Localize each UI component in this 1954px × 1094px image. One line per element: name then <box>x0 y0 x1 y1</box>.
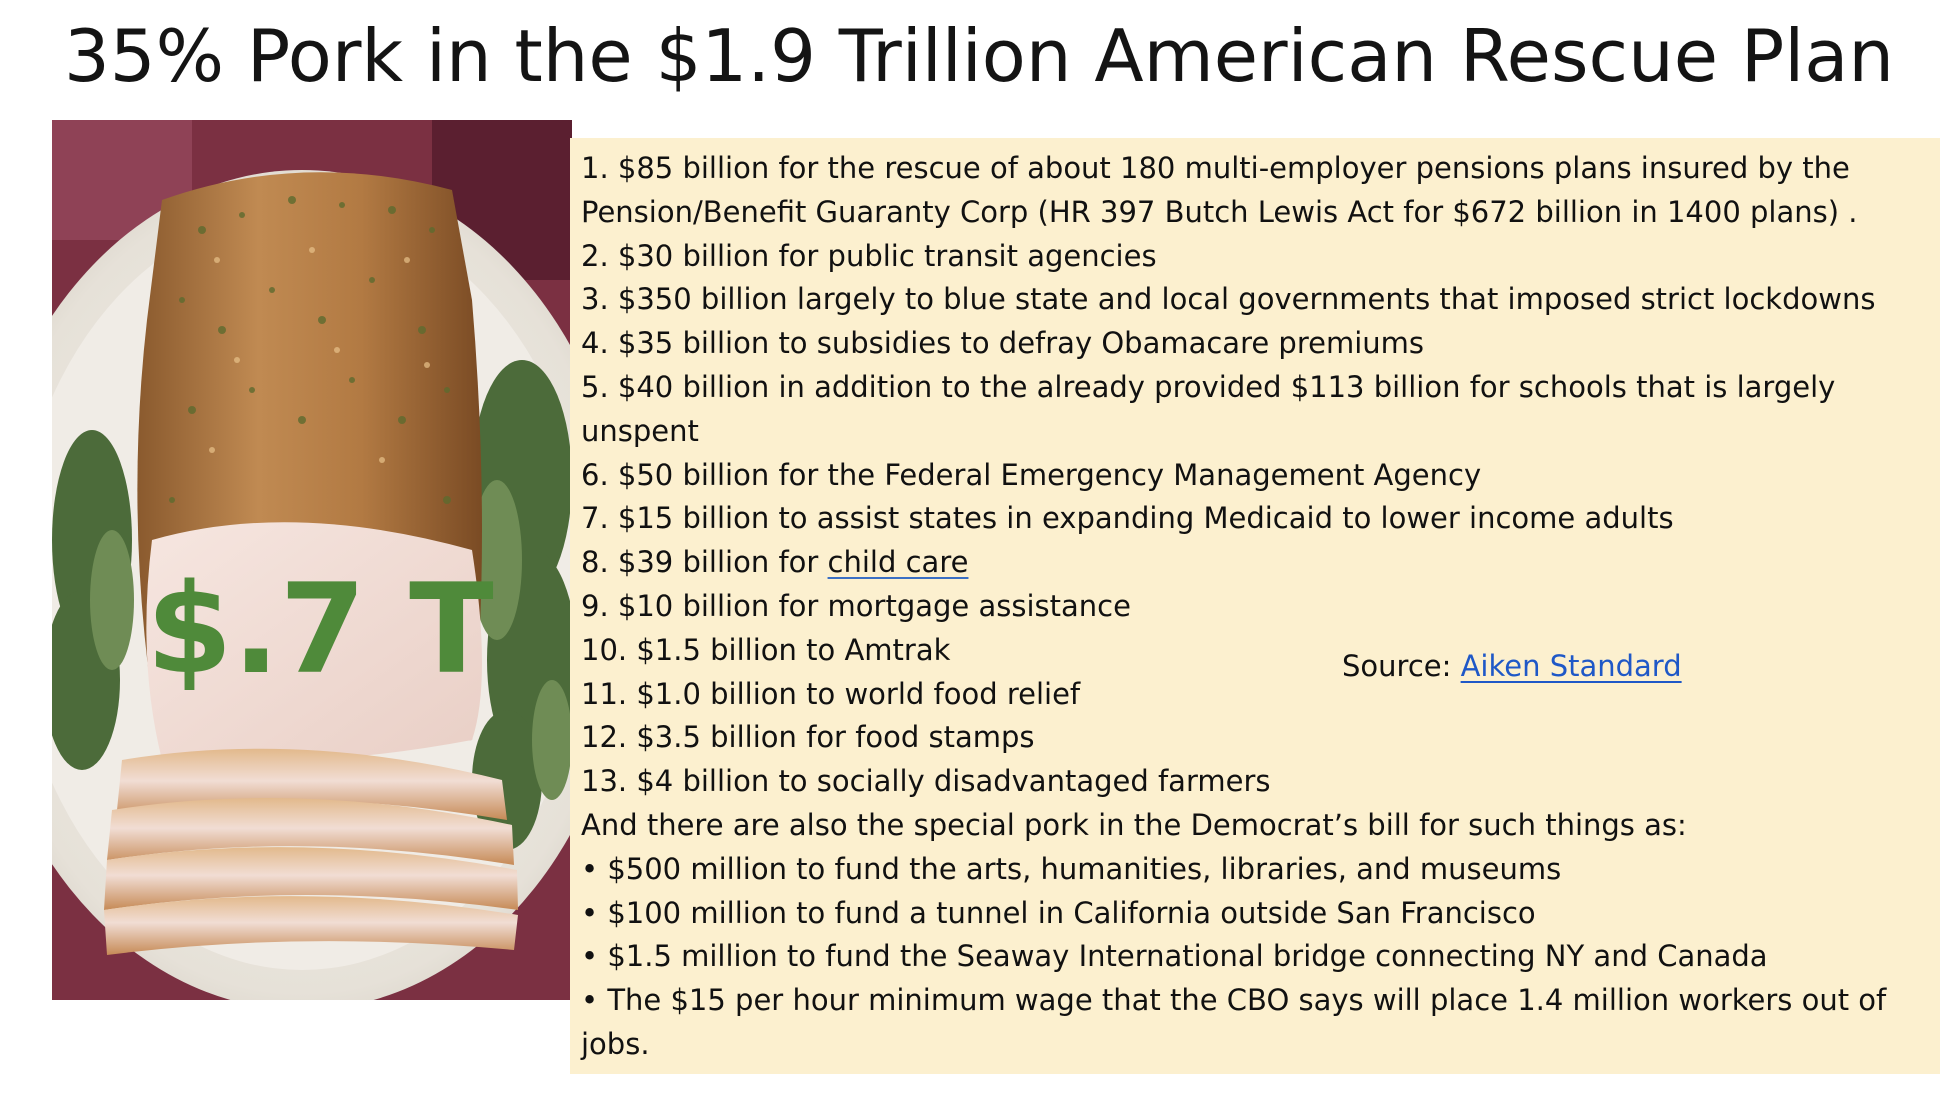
slide-title: 35% Pork in the $1.9 Trillion American R… <box>64 14 1895 98</box>
list-item: 7. $15 billion to assist states in expan… <box>581 501 1674 536</box>
pork-roast-illustration <box>52 120 572 1000</box>
list-item: 4. $35 billion to subsidies to defray Ob… <box>581 326 1424 361</box>
source-credit: Source: Aiken Standard <box>1342 649 1682 683</box>
bullet-icon: • <box>581 851 599 886</box>
list-item: 13. $4 billion to socially disadvantaged… <box>581 764 1271 799</box>
list-item: 5. $40 billion in addition to the alread… <box>581 369 1836 404</box>
list-item: 11. $1.0 billion to world food relief <box>581 676 1081 711</box>
bullet-item: • $100 million to fund a tunnel in Calif… <box>581 895 1536 930</box>
bullet-item: • $500 million to fund the arts, humanit… <box>581 851 1562 886</box>
list-item: Pension/Benefit Guaranty Corp (HR 397 Bu… <box>581 194 1858 229</box>
list-item: 6. $50 billion for the Federal Emergency… <box>581 457 1482 492</box>
list-item: 8. $39 billion for child care <box>581 545 969 580</box>
list-item: 10. $1.5 billion to Amtrak <box>581 632 951 667</box>
bullet-item: • $1.5 million to fund the Seaway Intern… <box>581 939 1768 974</box>
bullet-continuation: jobs. <box>581 1026 650 1061</box>
bullet-icon: • <box>581 983 599 1018</box>
list-item: 12. $3.5 billion for food stamps <box>581 720 1035 755</box>
bullet-item: • The $15 per hour minimum wage that the… <box>581 983 1887 1018</box>
source-link[interactable]: Aiken Standard <box>1460 649 1682 683</box>
details-panel: 1. $85 billion for the rescue of about 1… <box>570 138 1940 1074</box>
list-item: 9. $10 billion for mortgage assistance <box>581 588 1131 623</box>
child-care-link[interactable]: child care <box>827 545 969 580</box>
bullet-icon: • <box>581 895 599 930</box>
list-item: 2. $30 billion for public transit agenci… <box>581 238 1157 273</box>
special-intro: And there are also the special pork in t… <box>581 807 1687 842</box>
bullet-icon: • <box>581 939 599 974</box>
pork-roast-photo <box>52 120 572 1000</box>
list-item: 3. $350 billion largely to blue state an… <box>581 282 1876 317</box>
image-overlay-amount: $.7 T <box>146 558 494 702</box>
list-item: 1. $85 billion for the rescue of about 1… <box>581 151 1850 185</box>
list-item: unspent <box>581 413 699 448</box>
